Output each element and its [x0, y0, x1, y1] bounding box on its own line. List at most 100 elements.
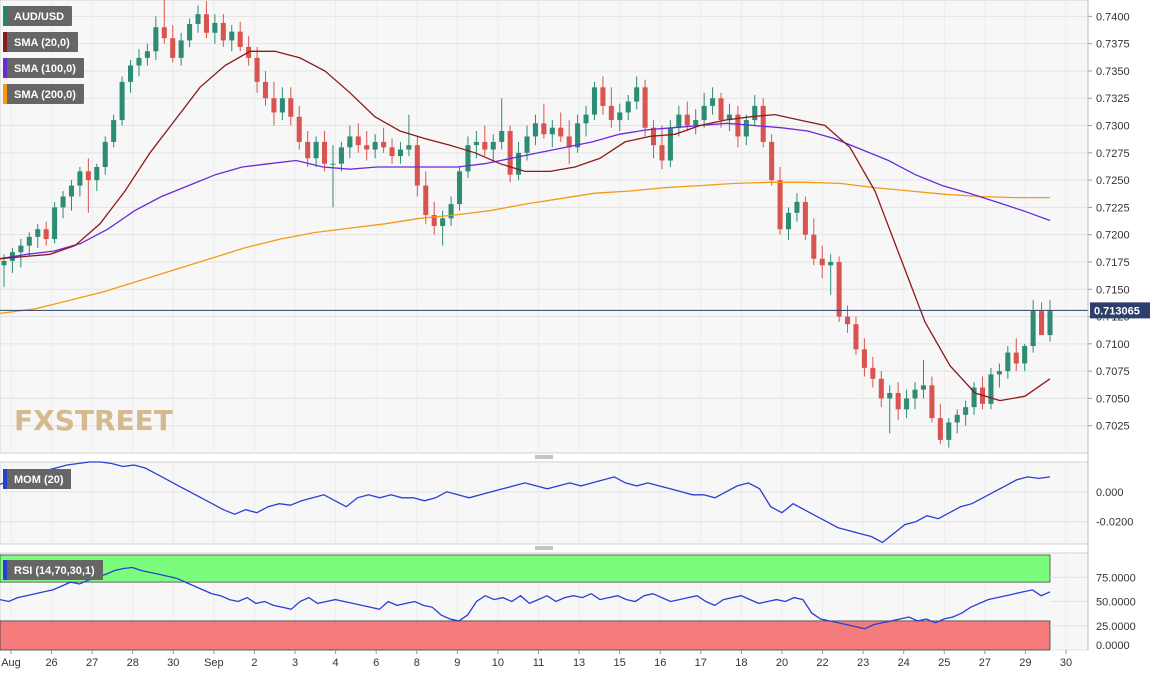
- candle-body: [988, 374, 994, 404]
- legend: AUD/USD SMA (20,0) SMA (100,0) SMA (200,0) M…: [3, 6, 103, 580]
- candle-body: [920, 385, 926, 390]
- candle-body: [60, 196, 66, 208]
- candle-body: [912, 389, 918, 399]
- y-tick-label: 0.7375: [1096, 39, 1130, 51]
- candle-body: [305, 141, 311, 159]
- candle-body: [752, 105, 758, 121]
- x-tick-label: 25: [938, 657, 950, 669]
- candle-body: [1047, 311, 1053, 336]
- x-tick-label: 28: [127, 657, 139, 669]
- candle-body: [895, 392, 901, 410]
- x-tick-label: 27: [86, 657, 98, 669]
- candle-body: [1, 260, 7, 266]
- momentum-legend: [3, 469, 71, 489]
- candle-body: [861, 349, 867, 368]
- candle-body: [187, 24, 193, 41]
- legend-item-1: [3, 32, 78, 52]
- candle-body: [693, 120, 699, 126]
- candle-body: [212, 22, 218, 33]
- candle-body: [229, 31, 235, 41]
- candle-body: [347, 136, 353, 148]
- y-tick-label: 0.7225: [1096, 202, 1130, 214]
- legend-label: AUD/USD: [14, 11, 64, 23]
- candle-body: [111, 120, 117, 142]
- rsi-tick-label: 75.0000: [1096, 572, 1136, 584]
- x-tick-label: 3: [292, 657, 298, 669]
- candle-body: [136, 57, 142, 66]
- last-price-badge: [1090, 302, 1150, 319]
- rsi-tick-label: 50.0000: [1096, 597, 1136, 609]
- candle-body: [845, 316, 851, 325]
- y-tick-label: 0.7300: [1096, 121, 1130, 133]
- candle-body: [878, 378, 884, 399]
- x-tick-label: 24: [898, 657, 910, 669]
- candle-body: [465, 145, 471, 172]
- brand-watermark: FXSTREET: [14, 404, 173, 437]
- candle-body: [532, 123, 538, 137]
- candle-body: [35, 229, 41, 237]
- x-tick-label: 8: [414, 657, 420, 669]
- candle-body: [954, 414, 960, 423]
- sma200-line: [0, 181, 1050, 314]
- y-tick-label: 0.7175: [1096, 257, 1130, 269]
- candle-body: [617, 112, 623, 121]
- x-tick-label: 18: [735, 657, 747, 669]
- candle-body: [625, 101, 631, 113]
- candle-body: [1030, 311, 1036, 347]
- rsi-oversold-zone: [0, 620, 1051, 651]
- candle-body: [322, 141, 328, 164]
- candle-body: [330, 163, 336, 165]
- candle-body: [381, 141, 387, 148]
- x-tick-label: 23: [857, 657, 869, 669]
- candle-body: [1013, 352, 1019, 364]
- x-tick-label: 6: [373, 657, 379, 669]
- candle-body: [77, 171, 83, 186]
- candle-body: [102, 141, 108, 168]
- x-tick-label: 16: [654, 657, 666, 669]
- candle-body: [667, 127, 673, 161]
- legend-swatch: [3, 6, 7, 26]
- candle-body: [701, 105, 707, 121]
- candle-body: [718, 98, 724, 121]
- candle-body: [684, 114, 690, 126]
- x-tick-label: 30: [167, 657, 179, 669]
- candle-body: [870, 367, 876, 379]
- candle-body: [566, 136, 572, 148]
- rsi-tick-label: 25.0000: [1096, 621, 1136, 633]
- candle-body: [456, 171, 463, 205]
- candle-body: [853, 324, 859, 350]
- candle-body: [440, 218, 446, 226]
- candle-body: [279, 98, 285, 113]
- x-tick-label: 17: [695, 657, 707, 669]
- legend-label: SMA (100,0): [14, 63, 76, 75]
- candle-body: [828, 261, 834, 266]
- candle-body: [220, 22, 226, 41]
- candle-body: [946, 422, 952, 440]
- momentum-panel: 0.000 -0.0200: [0, 461, 1133, 545]
- candle-body: [971, 387, 977, 408]
- candle-body: [1005, 352, 1011, 372]
- x-axis: Aug 26 27 28 30 Sep 2 3 4 6 8 9 10 11 13 15 16 17 18 20 22 23…: [1, 0, 1089, 669]
- legend-swatch: [3, 58, 7, 78]
- candle-body: [397, 149, 403, 157]
- candle-body: [26, 236, 32, 246]
- candle-body: [659, 145, 665, 161]
- x-tick-label: 22: [816, 657, 828, 669]
- candle-body: [296, 116, 302, 142]
- x-tick-label: 13: [573, 657, 585, 669]
- candle-body: [43, 229, 49, 240]
- y-tick-label: 0.7400: [1096, 11, 1130, 23]
- candle-body: [583, 114, 589, 124]
- candle-body: [94, 167, 100, 181]
- x-tick-label: 27: [979, 657, 991, 669]
- x-tick-label: 26: [45, 657, 57, 669]
- rsi-panel: 75.0000 50.0000 25.0000 0.0000: [0, 552, 1136, 652]
- rsi-overbought-zone: [0, 554, 1051, 583]
- momentum-line: [0, 461, 1051, 544]
- mom-tick-label: 0.000: [1096, 487, 1124, 499]
- legend-swatch: [3, 32, 7, 52]
- candle-body: [963, 407, 969, 415]
- candle-body: [811, 234, 817, 259]
- candle-body: [271, 98, 277, 113]
- y-tick-label: 0.7150: [1096, 284, 1130, 296]
